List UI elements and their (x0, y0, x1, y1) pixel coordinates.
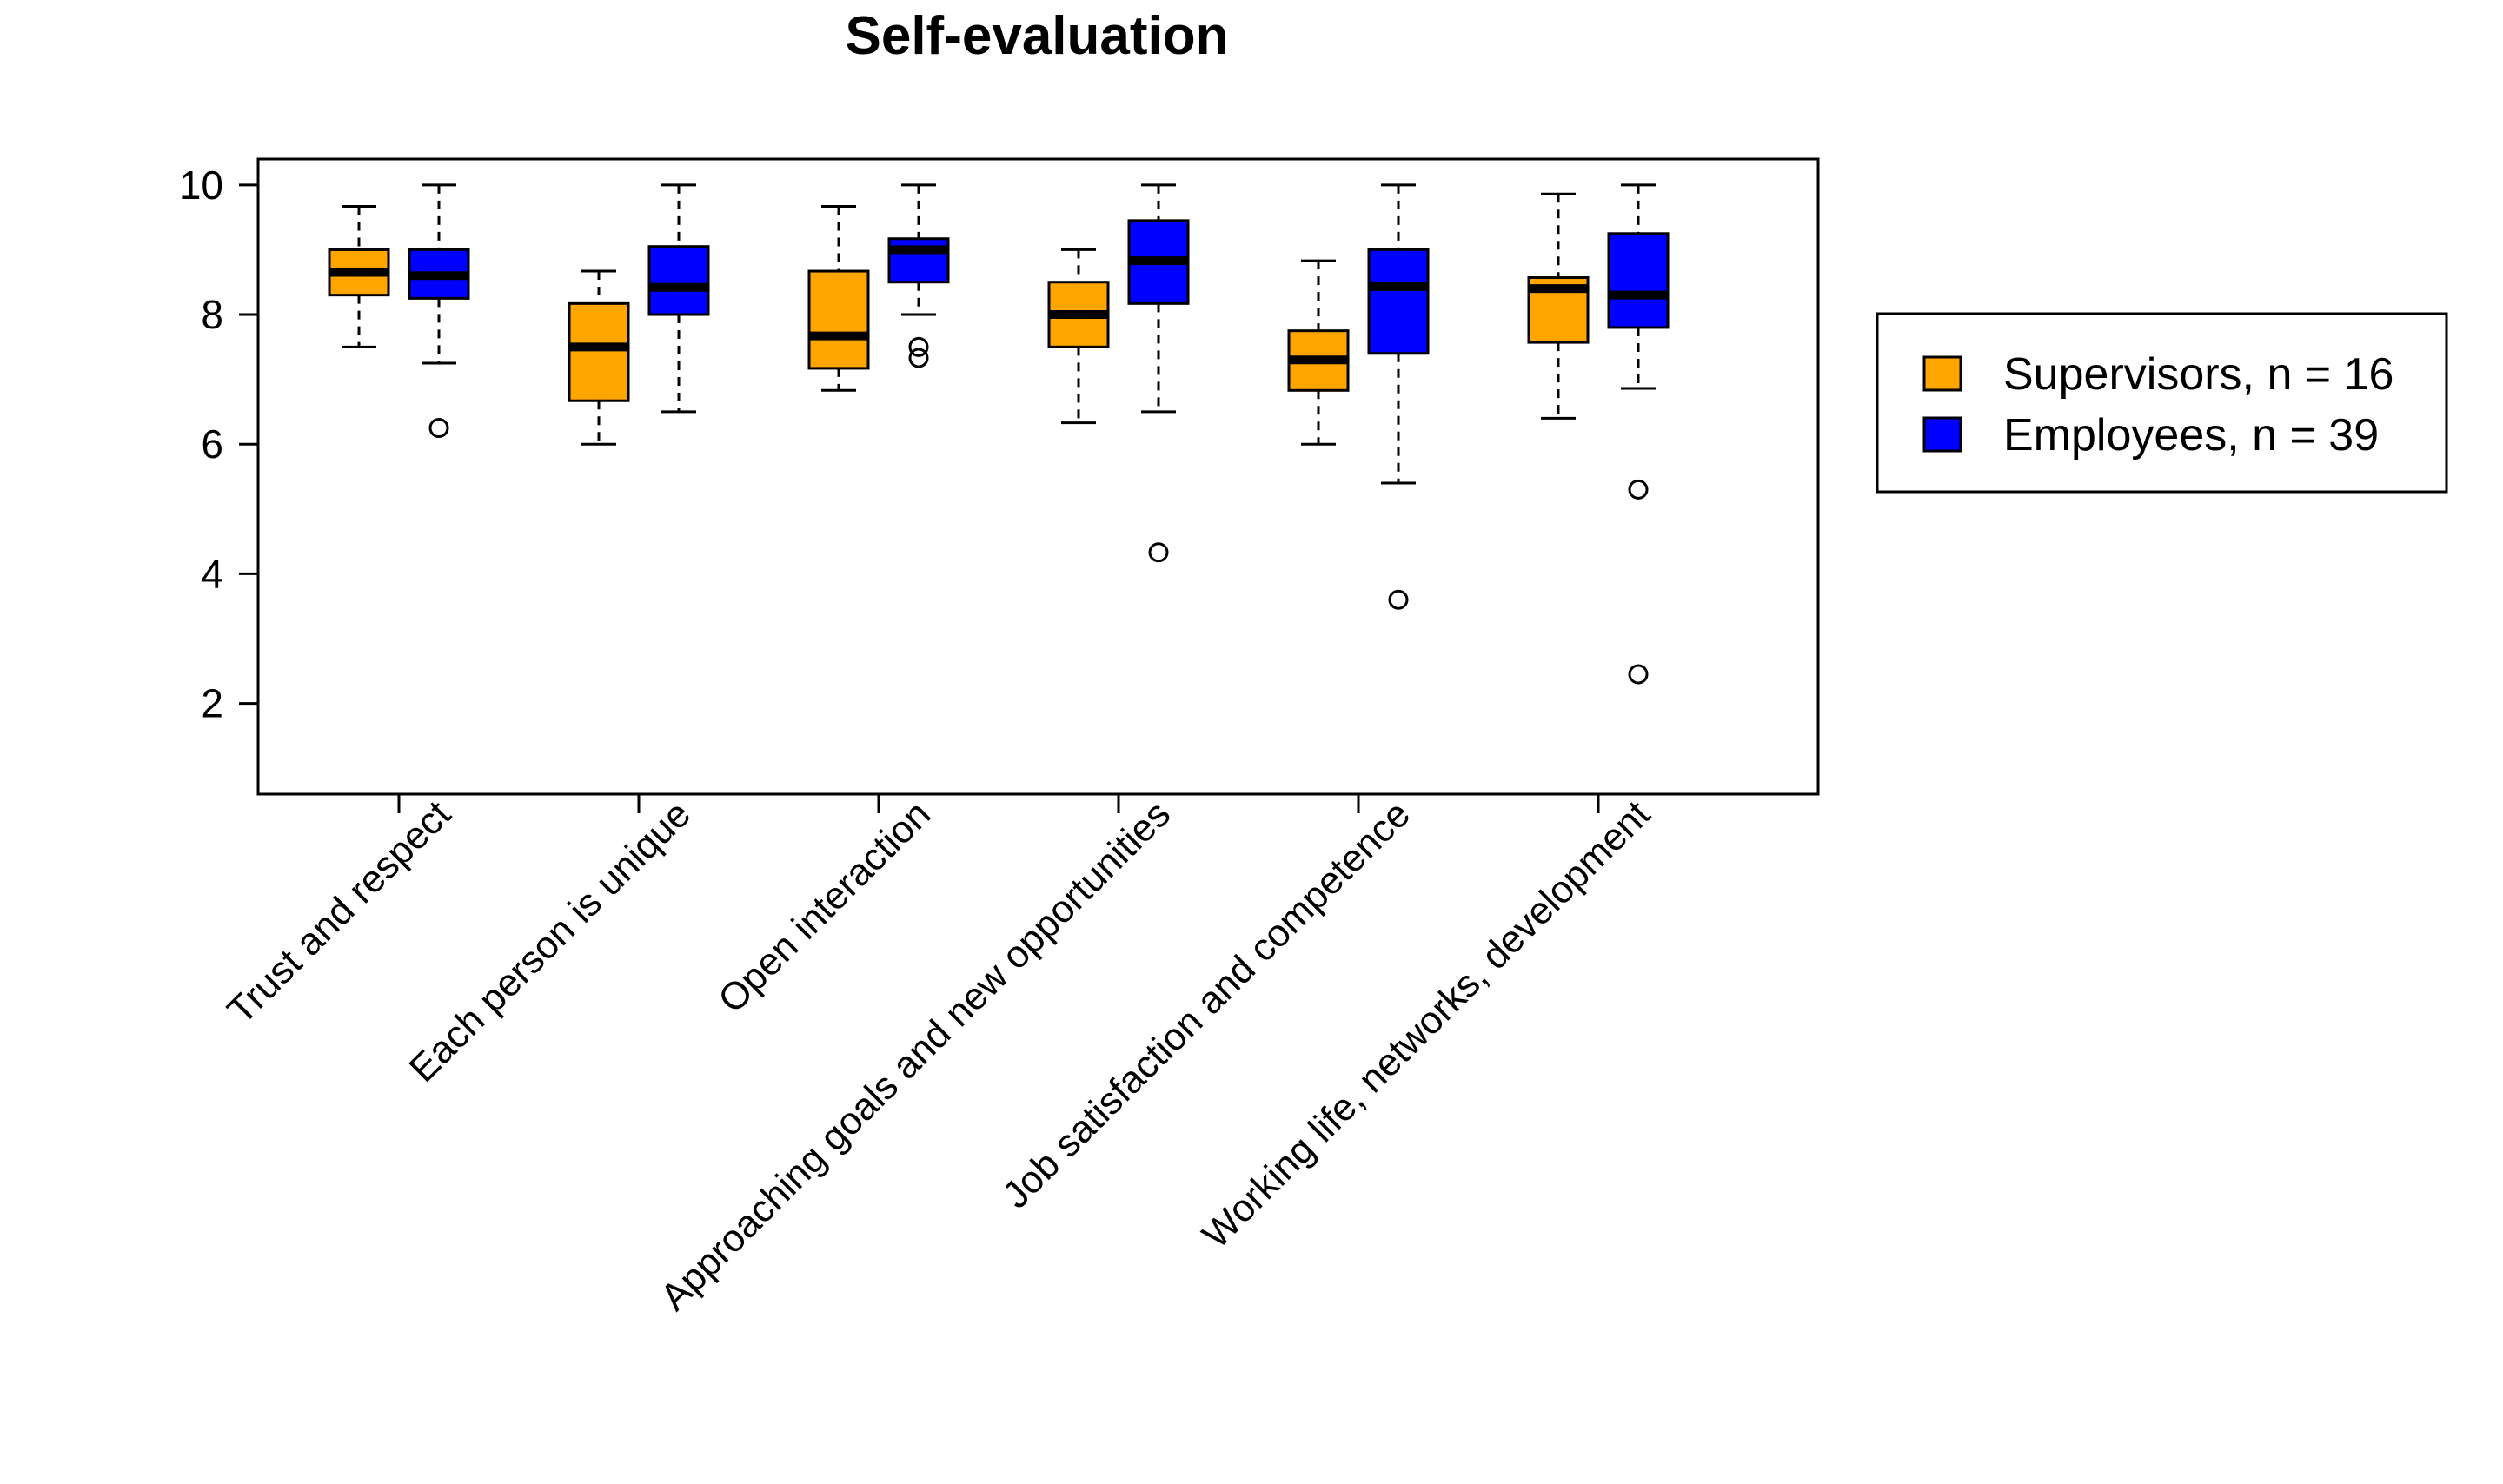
chart-marks (328, 183, 1670, 685)
legend-box (1876, 312, 2448, 494)
box-iqr (1367, 248, 1430, 355)
y-tick-label: 2 (201, 681, 223, 726)
box-iqr (647, 245, 710, 316)
box-group (1047, 248, 1110, 425)
box-group (1527, 192, 1590, 420)
box-group (328, 204, 390, 348)
box-group (887, 183, 950, 368)
chart-title: Self-evaluation (846, 6, 1229, 66)
category-label: Job satisfaction and competence (994, 792, 1418, 1216)
legend-label: Supervisors, n = 16 (2003, 349, 2393, 400)
outlier-point (1148, 542, 1169, 563)
category-label: Open interaction (710, 792, 939, 1021)
box-group (1127, 183, 1190, 563)
plot-frame (256, 157, 1820, 796)
y-tick-label: 8 (201, 292, 223, 337)
legend-label: Employees, n = 39 (2003, 410, 2379, 460)
box-group (568, 269, 630, 446)
box-group (408, 183, 470, 439)
outlier-point (1628, 479, 1649, 500)
box-iqr (568, 301, 630, 402)
outlier-point (908, 348, 929, 368)
legend-swatch (1922, 355, 1962, 392)
y-tick-label: 10 (179, 162, 223, 208)
outlier-point (1628, 664, 1649, 685)
y-axis: 2 4 6 8 10 (179, 162, 260, 726)
box-iqr (807, 269, 870, 370)
legend-swatch (1922, 416, 1962, 453)
box-group (807, 204, 870, 392)
outlier-point (428, 418, 449, 439)
y-tick-label: 4 (201, 551, 223, 596)
category-label: Each person is unique (402, 792, 700, 1090)
outlier-point (1388, 589, 1409, 610)
category-label: Trust and respect (219, 792, 459, 1032)
box-group (1607, 183, 1670, 685)
box-group (647, 183, 710, 414)
legend: Supervisors, n = 16 Employees, n = 39 (1876, 312, 2448, 494)
box-iqr (887, 237, 950, 284)
y-tick-label: 6 (201, 421, 223, 467)
outlier-point (908, 336, 929, 357)
box-group (1287, 259, 1350, 446)
box-group (1367, 183, 1430, 610)
box-iqr (1607, 232, 1670, 329)
category-label: Working life, networks, development (1194, 792, 1658, 1256)
category-label: Approaching goals and new opportunities (653, 792, 1178, 1318)
